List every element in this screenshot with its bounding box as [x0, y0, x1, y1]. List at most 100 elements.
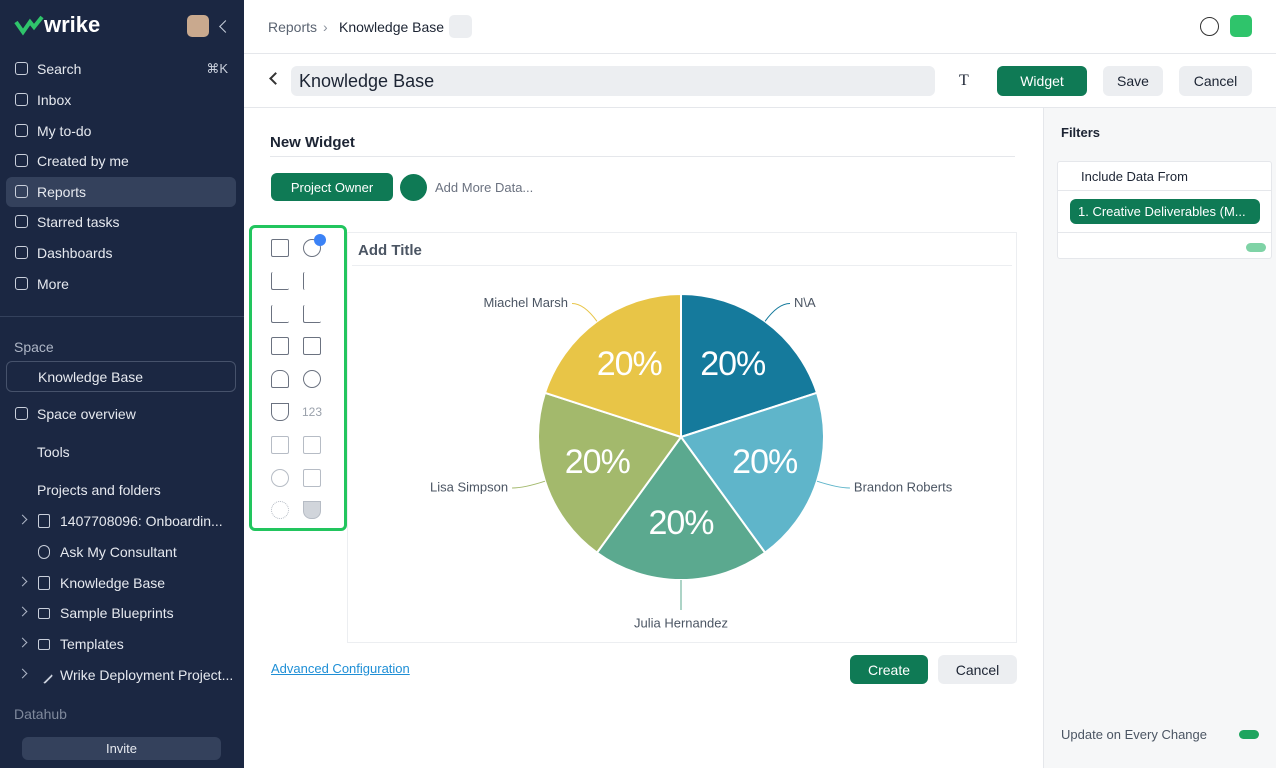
- divider: [352, 265, 1012, 266]
- category-label: Miachel Marsh: [483, 295, 568, 310]
- report-title[interactable]: Knowledge Base: [291, 66, 935, 96]
- widget-card: [347, 232, 1017, 643]
- widget-title[interactable]: Add Title: [358, 242, 422, 259]
- chart-type[interactable]: [271, 501, 289, 519]
- text-tool[interactable]: T: [959, 72, 969, 89]
- cancel-button[interactable]: Cancel: [1179, 66, 1252, 96]
- nav-item[interactable]: More: [6, 269, 236, 299]
- divider: [0, 316, 244, 317]
- nav-label: Search: [37, 61, 82, 77]
- leader-line: [764, 303, 791, 322]
- space-item[interactable]: Space overview: [6, 399, 236, 429]
- chart-type[interactable]: [303, 501, 321, 519]
- nav-label: More: [37, 276, 69, 292]
- tree-item[interactable]: Knowledge Base: [14, 569, 238, 597]
- chart-type[interactable]: [271, 239, 289, 257]
- chip-label: 1. Creative Deliverables (M...: [1078, 204, 1246, 219]
- chart-type[interactable]: [303, 337, 321, 355]
- save-label: Save: [1117, 73, 1149, 89]
- nav-item[interactable]: Dashboards: [6, 238, 236, 268]
- save-button[interactable]: Save: [1103, 66, 1163, 96]
- tree-label: Sample Blueprints: [60, 605, 174, 621]
- add[interactable]: [1230, 15, 1252, 37]
- widget-button[interactable]: Widget: [997, 66, 1087, 96]
- nav-item[interactable]: Search ⌘K: [6, 54, 236, 84]
- tree-item[interactable]: 1407708096: Onboardin...: [14, 507, 238, 535]
- tree-item[interactable]: Ask My Consultant: [14, 538, 238, 566]
- nav-item[interactable]: Starred tasks: [6, 207, 236, 237]
- data-chip[interactable]: Project Owner: [271, 173, 393, 201]
- collapse[interactable]: [219, 20, 232, 33]
- tree-item[interactable]: Wrike Deployment Project...: [14, 661, 238, 689]
- pie-chart: 20% N\A 20% Brandon Roberts 20% Julia Hernand…: [430, 292, 953, 630]
- pie-slice: [543, 292, 682, 439]
- help[interactable]: [1200, 17, 1219, 36]
- chart-type[interactable]: [271, 305, 289, 323]
- cancel-button[interactable]: Cancel: [938, 655, 1017, 684]
- tree-item[interactable]: Templates: [14, 630, 238, 658]
- logo: wrike: [14, 12, 100, 38]
- chart-type[interactable]: 123: [302, 405, 323, 419]
- filters-title: Filters: [1061, 125, 1101, 140]
- nav-label: Starred tasks: [37, 214, 120, 230]
- filter-group: Include Data From 1. Creative Deliverabl…: [1057, 161, 1272, 259]
- chart-type-panel: 123: [249, 225, 347, 531]
- avatar[interactable]: [187, 15, 209, 37]
- create-button[interactable]: Create: [850, 655, 928, 684]
- invite-button[interactable]: Invite: [22, 737, 221, 760]
- space-item-label: Space overview: [37, 406, 136, 422]
- space-select[interactable]: Knowledge Base: [6, 361, 236, 392]
- filter-chip[interactable]: 1. Creative Deliverables (M...: [1070, 199, 1260, 224]
- nav-item[interactable]: My to-do: [6, 116, 236, 146]
- invite-label: Invite: [105, 741, 138, 756]
- divider: [244, 53, 1276, 54]
- space-item[interactable]: Projects and folders: [6, 475, 236, 505]
- badge: [314, 234, 326, 246]
- chart-type[interactable]: [303, 272, 321, 290]
- chart-type[interactable]: [303, 436, 321, 454]
- back[interactable]: [269, 72, 282, 85]
- space-item[interactable]: Tools: [6, 437, 236, 467]
- chart-type[interactable]: [271, 469, 289, 487]
- leader-line: [816, 480, 850, 489]
- divider: [1058, 232, 1271, 233]
- datahub[interactable]: Datahub: [14, 706, 67, 722]
- nav-item[interactable]: Created by me: [6, 146, 236, 176]
- value-label: 20%: [597, 345, 663, 383]
- widget-label: Widget: [1020, 73, 1064, 89]
- chart-type[interactable]: [271, 337, 289, 355]
- divider: [1058, 190, 1271, 191]
- chart-type[interactable]: [271, 370, 289, 388]
- group-label[interactable]: Include Data From: [1081, 169, 1188, 184]
- chart-type[interactable]: [303, 370, 321, 388]
- breadcrumb: Knowledge Base: [339, 19, 445, 35]
- value-label: 20%: [648, 504, 714, 542]
- chart-type[interactable]: [271, 272, 289, 290]
- advanced-link[interactable]: Advanced Configuration: [271, 661, 410, 676]
- chart-type[interactable]: [271, 403, 289, 421]
- divider: [244, 107, 1276, 108]
- tree-item[interactable]: Sample Blueprints: [14, 599, 238, 627]
- breadcrumb[interactable]: Reports: [268, 19, 318, 35]
- space-item-label: Projects and folders: [37, 482, 161, 498]
- toggle[interactable]: [1239, 730, 1259, 739]
- chart-type[interactable]: [271, 436, 289, 454]
- chart-type[interactable]: [303, 239, 321, 257]
- nav-item[interactable]: Reports: [6, 177, 236, 207]
- chart-type[interactable]: [303, 305, 321, 323]
- value-label: 20%: [565, 443, 631, 481]
- tree-label: 1407708096: Onboardin...: [60, 513, 223, 529]
- add-data[interactable]: [400, 174, 427, 201]
- toggle[interactable]: [1246, 243, 1266, 252]
- value-label: 20%: [700, 345, 766, 383]
- add-more[interactable]: Add More Data...: [435, 180, 534, 195]
- pin[interactable]: [449, 15, 472, 38]
- category-label: Lisa Simpson: [430, 479, 508, 494]
- leader-line: [512, 480, 546, 489]
- chart-type[interactable]: [303, 469, 321, 487]
- nav-item[interactable]: Inbox: [6, 85, 236, 115]
- logo-mark: [14, 15, 44, 36]
- tree-label: Knowledge Base: [60, 575, 166, 591]
- chip-label: Project Owner: [290, 179, 374, 195]
- sidebar: wrike Search ⌘K Inbox My to-do Created by…: [0, 0, 244, 768]
